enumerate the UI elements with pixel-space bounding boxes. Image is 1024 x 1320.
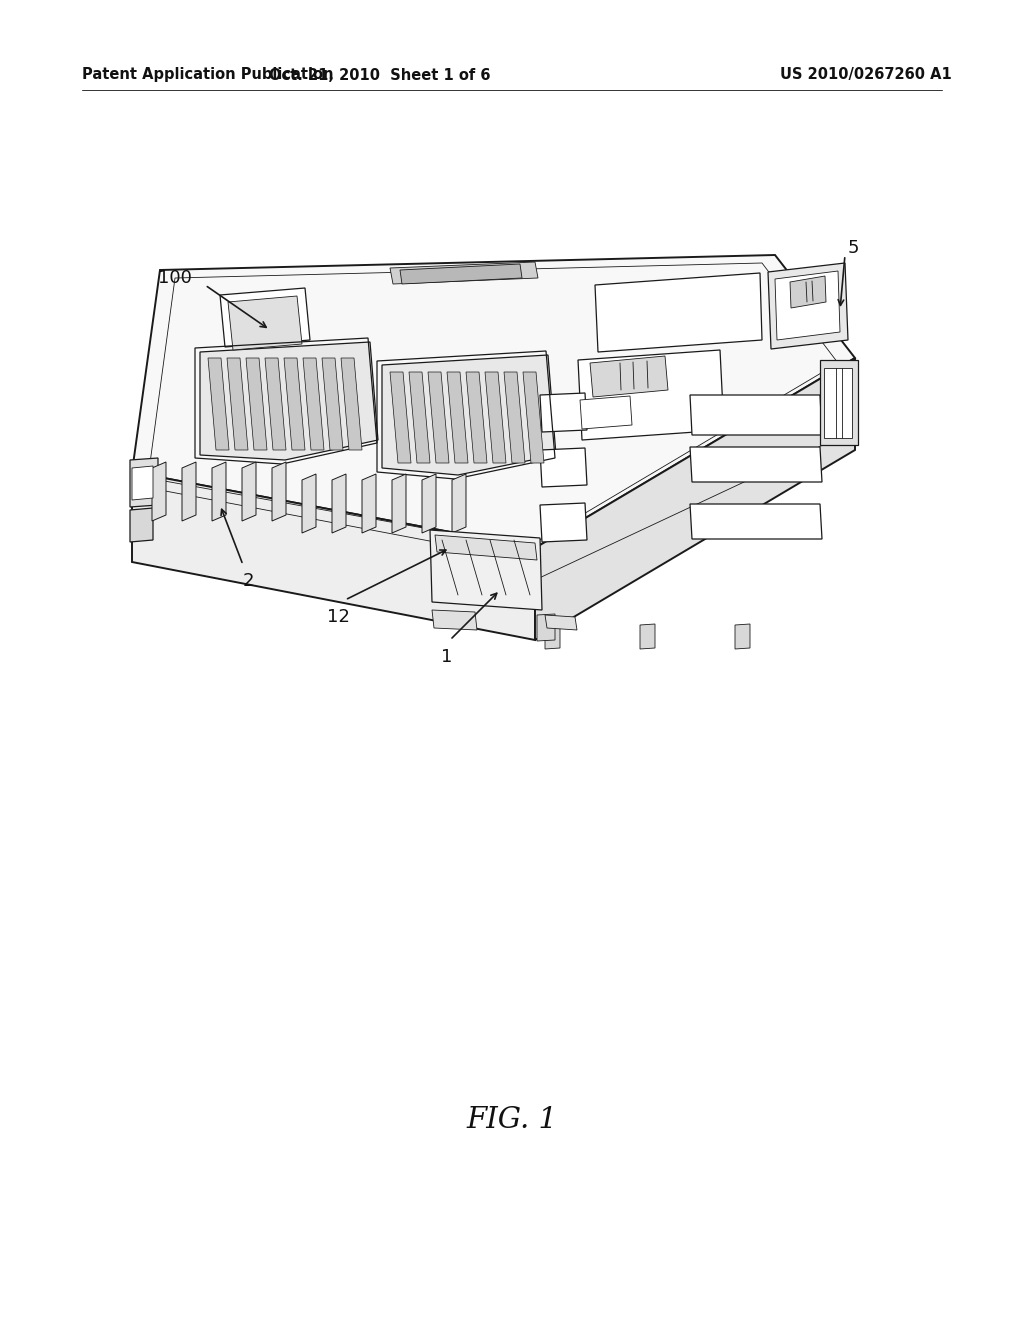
Polygon shape [132,255,855,548]
Polygon shape [466,372,487,463]
Polygon shape [690,504,822,539]
Polygon shape [428,372,449,463]
Polygon shape [540,503,587,543]
Polygon shape [820,360,858,445]
Text: US 2010/0267260 A1: US 2010/0267260 A1 [780,67,951,82]
Polygon shape [302,474,316,533]
Polygon shape [265,358,286,450]
Polygon shape [200,342,378,459]
Polygon shape [130,508,153,543]
Polygon shape [824,368,852,438]
Polygon shape [580,396,632,429]
Polygon shape [790,276,826,308]
Polygon shape [775,271,840,341]
Polygon shape [130,458,158,507]
Polygon shape [523,372,544,463]
Polygon shape [228,296,302,350]
Polygon shape [537,614,555,642]
Polygon shape [332,474,346,533]
Polygon shape [409,372,430,463]
Polygon shape [590,356,668,397]
Polygon shape [540,393,587,432]
Polygon shape [545,615,577,630]
Polygon shape [303,358,324,450]
Polygon shape [227,358,248,450]
Polygon shape [392,474,406,533]
Polygon shape [768,263,848,348]
Text: Patent Application Publication: Patent Application Publication [82,67,334,82]
Polygon shape [400,264,522,284]
Polygon shape [182,462,196,521]
Text: FIG. 1: FIG. 1 [467,1106,557,1134]
Polygon shape [430,531,542,610]
Polygon shape [390,261,538,284]
Text: 12: 12 [327,609,349,626]
Polygon shape [132,473,535,640]
Polygon shape [362,474,376,533]
Polygon shape [435,535,537,560]
Polygon shape [690,395,822,436]
Polygon shape [242,462,256,521]
Polygon shape [540,447,587,487]
Polygon shape [735,624,750,649]
Polygon shape [132,466,153,500]
Polygon shape [272,462,286,521]
Polygon shape [322,358,343,450]
Polygon shape [246,358,267,450]
Polygon shape [432,610,477,630]
Polygon shape [422,474,436,533]
Text: 1: 1 [441,648,453,667]
Polygon shape [341,358,362,450]
Polygon shape [152,462,166,521]
Polygon shape [452,474,466,533]
Polygon shape [212,462,226,521]
Polygon shape [545,624,560,649]
Polygon shape [208,358,229,450]
Text: 100: 100 [158,269,193,286]
Text: Oct. 21, 2010  Sheet 1 of 6: Oct. 21, 2010 Sheet 1 of 6 [269,67,490,82]
Text: 2: 2 [243,572,254,590]
Polygon shape [382,355,556,475]
Polygon shape [390,372,411,463]
Text: 5: 5 [848,239,859,257]
Polygon shape [504,372,525,463]
Polygon shape [220,288,310,347]
Polygon shape [578,350,724,440]
Polygon shape [447,372,468,463]
Polygon shape [640,624,655,649]
Polygon shape [535,358,855,640]
Polygon shape [690,447,822,482]
Polygon shape [485,372,506,463]
Polygon shape [284,358,305,450]
Polygon shape [595,273,762,352]
